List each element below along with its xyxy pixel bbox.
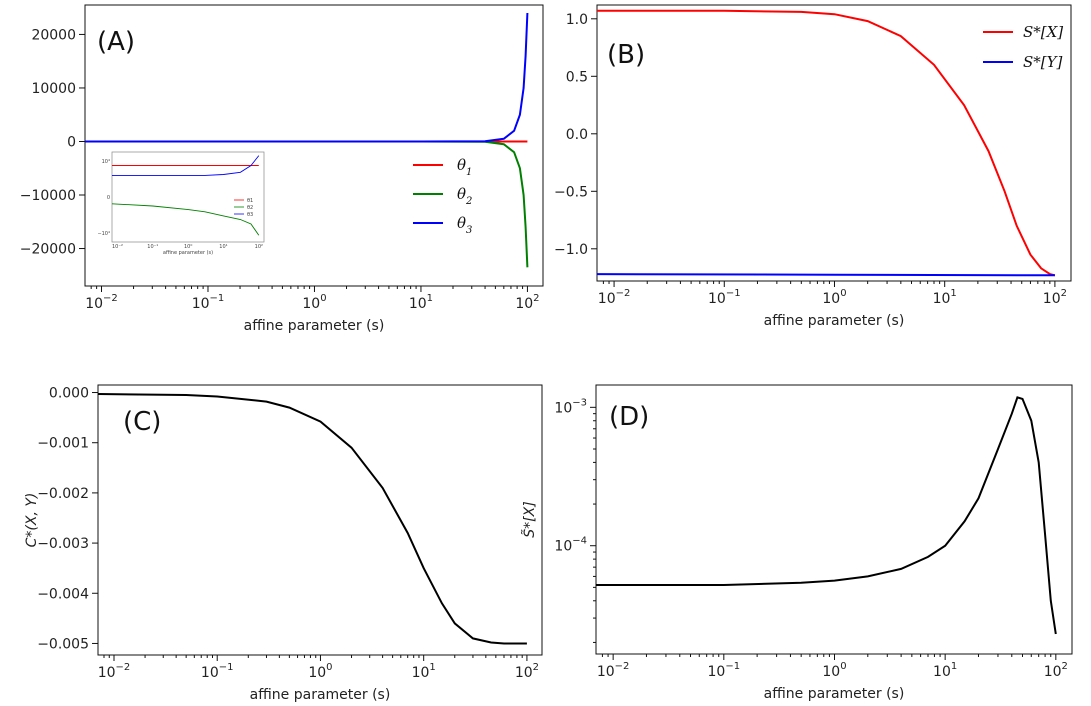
inset-x-tick-label: 10⁻²: [112, 244, 123, 250]
y-tick-label: −0.003: [37, 536, 89, 552]
x-tick-label: 10−2: [598, 288, 631, 307]
x-tick-label: 102: [1043, 288, 1067, 307]
legend-label: θ1: [457, 156, 472, 178]
x-tick-label: 10−1: [708, 288, 741, 307]
x-tick-label: 100: [822, 661, 846, 680]
panel-label: (B): [607, 40, 645, 70]
y-tick-label: 1.0: [566, 12, 588, 28]
inset-legend-label: θ1: [247, 198, 253, 204]
x-tick-label: 10−2: [597, 661, 630, 680]
x-tick-label: 102: [515, 662, 539, 681]
x-axis-label: affine parameter (s): [764, 686, 905, 702]
y-tick-label: −0.005: [37, 636, 89, 652]
y-axis-label: C*(X, Y): [24, 493, 40, 548]
x-tick-label: 10−2: [98, 662, 131, 681]
y-tick-label: 10−4: [554, 536, 587, 555]
y-tick-label: −1.0: [554, 242, 588, 258]
x-tick-label: 102: [515, 293, 539, 312]
panel-a: 10−2 10−1 100 101 102 20000 10000 0 −10000 −20000…: [20, 4, 544, 334]
plot-frame: [97, 384, 543, 656]
plot-frame: [596, 4, 1072, 282]
legend-label: S*[Y]: [1023, 53, 1063, 71]
inset-x-tick-label: 10²: [255, 244, 263, 250]
series-line: [85, 12, 529, 143]
panel-c: 10−2 10−1 100 101 102 0.000 −0.001 −0.002 −0.003…: [24, 384, 543, 703]
x-tick-label: 101: [933, 661, 957, 680]
y-axis-label: S̃*[X]: [521, 501, 538, 537]
y-tick-label: −0.004: [37, 586, 89, 602]
x-tick-label: 101: [412, 662, 436, 681]
x-axis-label: affine parameter (s): [250, 687, 391, 703]
inset-legend-label: θ3: [247, 212, 253, 218]
series-line: [597, 273, 1055, 277]
x-tick-label: 10−1: [708, 661, 741, 680]
inset-y-tick-label: −10⁴: [97, 231, 110, 237]
panel-label: (D): [609, 402, 649, 432]
x-axis-label: affine parameter (s): [244, 318, 385, 334]
inset-y-tick-label: 0: [107, 195, 110, 201]
y-tick-label: 0.000: [49, 386, 89, 402]
x-tick-label: 101: [933, 288, 957, 307]
legend-label: θ3: [457, 214, 472, 236]
inset-x-tick-label: 10¹: [219, 244, 227, 250]
x-tick-label: 100: [302, 293, 326, 312]
x-tick-label: 101: [409, 293, 433, 312]
inset-chart: 10⁻² 10⁻¹ 10⁰ 10¹ 10² 10⁴ 0 −10⁴ affine paramete…: [97, 151, 265, 256]
series-line: [597, 9, 1056, 277]
x-tick-label: 102: [1044, 661, 1068, 680]
series-line: [98, 393, 527, 645]
panel-b: 10−2 10−1 100 101 102 1.0 0.5 0.0 −0.5 −1.0 affine…: [554, 4, 1072, 329]
x-tick-label: 100: [308, 662, 332, 681]
panel-d: 10−2 10−1 100 101 102 10−3 10−4 affine paramete…: [521, 384, 1073, 702]
x-tick-label: 10−2: [85, 293, 118, 312]
y-tick-label: 0.0: [566, 127, 588, 143]
inset-series-line: [112, 155, 260, 176]
y-tick-label: 10−3: [554, 397, 587, 416]
inset-series-line: [111, 203, 260, 236]
panel-label: (C): [123, 407, 161, 437]
y-tick-label: −0.5: [554, 184, 588, 200]
y-tick-label: −0.002: [37, 486, 89, 502]
y-tick-label: −10000: [20, 188, 76, 204]
inset-legend-label: θ2: [247, 205, 253, 211]
inset-x-tick-label: 10⁻¹: [147, 244, 158, 250]
plot-frame: [595, 384, 1073, 655]
series-line: [596, 396, 1057, 635]
y-tick-label: −0.001: [37, 436, 89, 452]
x-tick-label: 10−1: [201, 662, 234, 681]
x-tick-label: 10−1: [192, 293, 225, 312]
y-tick-label: 0: [67, 134, 76, 150]
inset-x-axis-label: affine parameter (s): [163, 250, 213, 256]
inset-y-tick-label: 10⁴: [102, 159, 110, 165]
y-tick-label: 0.5: [566, 69, 588, 85]
inset-frame: [111, 151, 265, 243]
y-tick-label: −20000: [20, 242, 76, 258]
x-axis-label: affine parameter (s): [764, 313, 905, 329]
inset-x-tick-label: 10⁰: [184, 244, 192, 250]
y-tick-label: 10000: [31, 81, 76, 97]
y-tick-label: 20000: [31, 27, 76, 43]
panel-label: (A): [97, 27, 135, 57]
legend-label: θ2: [457, 185, 472, 207]
legend-label: S*[X]: [1023, 23, 1063, 41]
x-tick-label: 100: [822, 288, 846, 307]
